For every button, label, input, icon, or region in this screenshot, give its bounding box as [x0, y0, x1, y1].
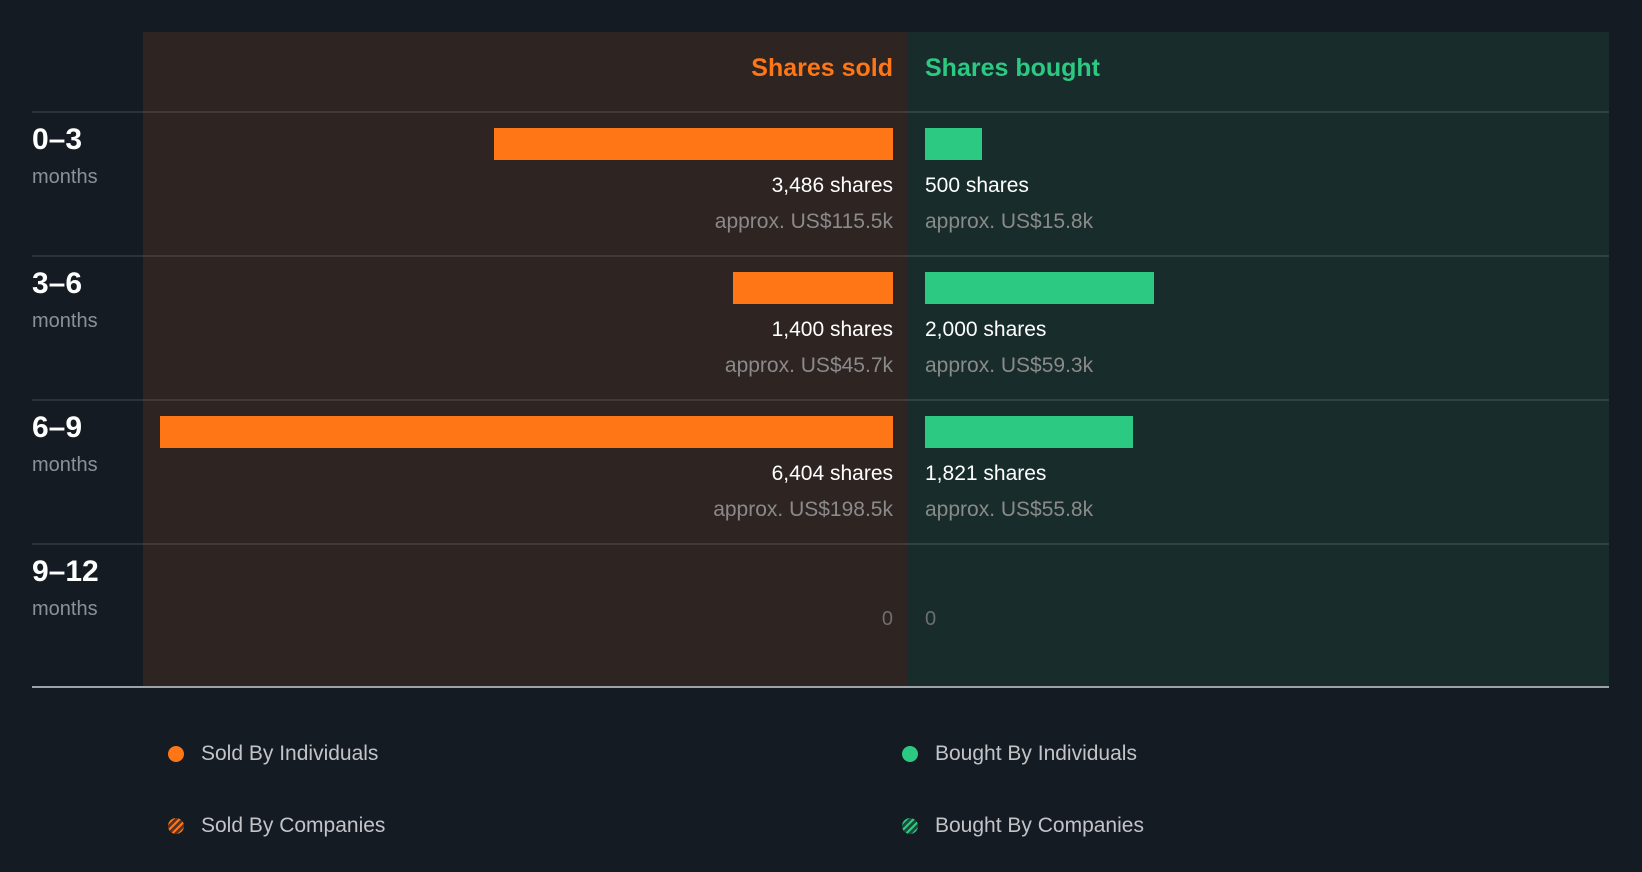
row-divider [32, 255, 1609, 257]
legend-sold-individuals[interactable]: Sold By Individuals [168, 742, 378, 766]
sold-bar[interactable] [733, 272, 893, 304]
sold-shares-value: 6,404 shares [771, 462, 893, 485]
row-divider [32, 543, 1609, 545]
sold-shares-value: 3,486 shares [771, 174, 893, 197]
bought-shares-value: 2,000 shares [925, 318, 1047, 341]
period-range: 6–9 [32, 411, 83, 444]
bought-zero-value: 0 [925, 608, 937, 630]
legend-label: Sold By Companies [201, 814, 386, 837]
green-hatched-icon [902, 818, 918, 834]
row-divider [32, 111, 1609, 113]
period-label: 6–9 months [32, 410, 98, 477]
orange-dot-icon [168, 746, 184, 762]
orange-hatched-icon [168, 818, 184, 834]
bought-shares-value: 1,821 shares [925, 462, 1047, 485]
legend-sold-companies[interactable]: Sold By Companies [168, 814, 385, 838]
period-row-6-9: 6–9 months 6,404 shares approx. US$198.5… [0, 400, 1642, 544]
sold-shares-value: 1,400 shares [771, 318, 893, 341]
legend-label: Bought By Individuals [935, 742, 1137, 765]
period-range: 3–6 [32, 267, 83, 300]
shares-sold-title: Shares sold [751, 54, 893, 82]
sold-usd-value: approx. US$45.7k [724, 354, 893, 377]
bought-usd-value: approx. US$55.8k [925, 498, 1094, 521]
green-dot-icon [902, 746, 918, 762]
bought-bar[interactable] [925, 416, 1133, 448]
period-unit: months [32, 454, 98, 476]
row-divider [32, 399, 1609, 401]
period-label: 0–3 months [32, 122, 98, 189]
bought-usd-value: approx. US$15.8k [925, 210, 1094, 233]
period-row-9-12: 9–12 months 0 0 [0, 544, 1642, 688]
period-row-3-6: 3–6 months 1,400 shares approx. US$45.7k… [0, 256, 1642, 400]
shares-bought-title: Shares bought [925, 54, 1101, 82]
legend-bought-individuals[interactable]: Bought By Individuals [902, 742, 1137, 766]
bought-usd-value: approx. US$59.3k [925, 354, 1094, 377]
period-range: 9–12 [32, 555, 99, 588]
chart-baseline [32, 686, 1609, 688]
period-row-0-3: 0–3 months 3,486 shares approx. US$115.5… [0, 112, 1642, 256]
sold-zero-value: 0 [881, 608, 893, 630]
bought-bar[interactable] [925, 128, 982, 160]
legend-bought-companies[interactable]: Bought By Companies [902, 814, 1144, 838]
bought-bar[interactable] [925, 272, 1154, 304]
legend-label: Sold By Individuals [201, 742, 379, 765]
shares-bought-panel [907, 32, 1609, 687]
sold-usd-value: approx. US$198.5k [713, 498, 893, 521]
period-label: 3–6 months [32, 266, 98, 333]
period-unit: months [32, 310, 98, 332]
sold-bar[interactable] [494, 128, 893, 160]
period-unit: months [32, 166, 98, 188]
period-label: 9–12 months [32, 554, 99, 621]
period-range: 0–3 [32, 123, 83, 156]
bought-shares-value: 500 shares [925, 174, 1029, 197]
sold-bar[interactable] [160, 416, 893, 448]
period-unit: months [32, 598, 98, 620]
legend-label: Bought By Companies [935, 814, 1144, 837]
sold-usd-value: approx. US$115.5k [714, 210, 893, 233]
